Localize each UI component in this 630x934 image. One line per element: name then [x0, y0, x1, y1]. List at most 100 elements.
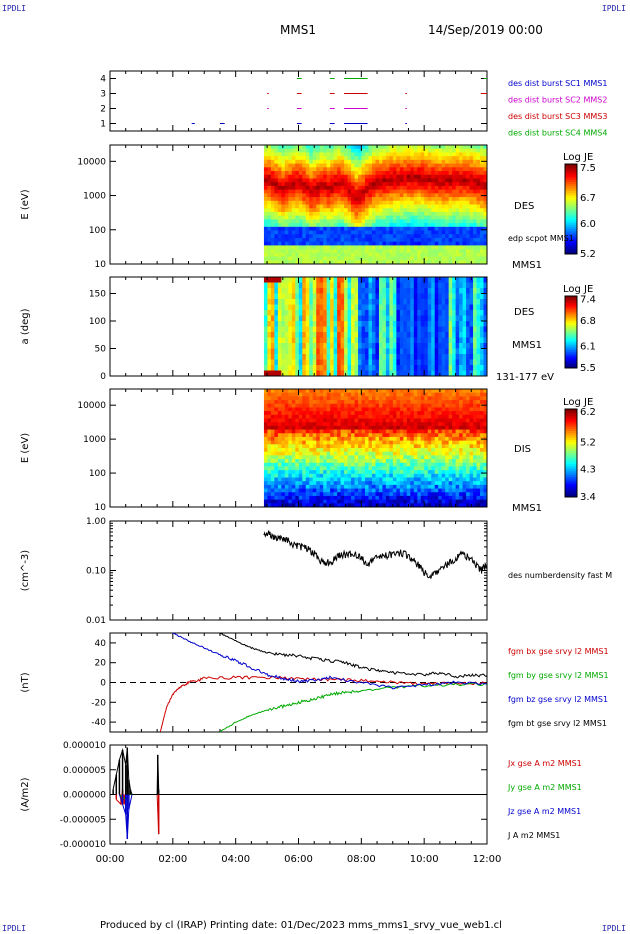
spectrogram-cell — [420, 396, 425, 401]
spectrogram-cell — [427, 193, 432, 198]
spectrogram-cell — [406, 230, 411, 235]
spectrogram-cell — [392, 163, 397, 168]
spectrogram-cell — [319, 337, 324, 344]
spectrogram-cell — [337, 215, 342, 220]
spectrogram-cell — [361, 226, 366, 231]
spectrogram-cell — [396, 495, 401, 501]
spectrogram-cell — [274, 145, 279, 150]
spectrogram-cell — [361, 455, 366, 460]
spectrogram-cell — [371, 256, 376, 261]
spectrogram-cell — [378, 332, 383, 338]
spectrogram-cell — [371, 495, 376, 501]
spectrogram-cell — [438, 354, 443, 360]
spectrogram-cell — [469, 156, 474, 161]
spectrogram-cell — [267, 484, 272, 489]
spectrogram-cell — [392, 407, 397, 412]
spectrogram-cell — [333, 197, 338, 202]
spectrogram-cell — [323, 241, 328, 246]
spectrogram-cell — [291, 492, 296, 497]
spectrogram-cell — [333, 277, 338, 283]
spectrogram-cell — [288, 223, 293, 228]
spectrogram-cell — [333, 226, 338, 231]
spectrogram-cell — [375, 455, 380, 460]
spectrogram-cell — [312, 189, 317, 194]
spectrogram-cell — [389, 299, 394, 305]
spectrogram-cell — [399, 503, 404, 508]
spectrogram-cell — [396, 200, 401, 205]
spectrogram-cell — [365, 219, 369, 224]
spectrogram-cell — [385, 411, 390, 416]
spectrogram-cell — [344, 230, 348, 235]
spectrogram-cell — [378, 407, 383, 412]
spectrogram-cell — [406, 304, 411, 311]
spectrogram-cell — [358, 414, 362, 419]
spectrogram-cell — [281, 400, 286, 405]
spectrogram-cell — [284, 310, 289, 316]
spectrogram-cell — [455, 277, 460, 283]
spectrogram-cell — [382, 260, 387, 265]
spectrogram-cell — [378, 466, 383, 471]
spectrogram-cell — [459, 304, 464, 311]
spectrogram-cell — [445, 304, 450, 311]
spectrogram-cell — [337, 473, 342, 478]
spectrogram-cell — [434, 219, 439, 224]
spectrogram-cell — [337, 365, 342, 371]
spectrogram-cell — [378, 440, 383, 445]
spectrogram-cell — [427, 167, 432, 172]
spectrogram-cell — [309, 429, 314, 434]
spectrogram-cell — [399, 403, 404, 408]
spectrogram-cell — [406, 400, 411, 405]
spectrogram-cell — [403, 365, 408, 371]
spectrogram-cell — [333, 481, 338, 486]
spectrogram-cell — [417, 436, 422, 442]
spectrogram-cell — [473, 200, 477, 205]
spectrogram-cell — [459, 145, 464, 150]
spectrogram-cell — [274, 473, 279, 478]
spectrogram-cell — [274, 414, 279, 419]
spectrogram-cell — [469, 310, 474, 316]
spectrogram-cell — [368, 148, 373, 153]
spectrogram-cell — [361, 182, 366, 187]
spectrogram-cell — [312, 332, 317, 338]
spectrogram-cell — [298, 215, 303, 220]
spectrogram-cell — [361, 163, 366, 168]
spectrogram-cell — [274, 429, 279, 434]
spectrogram-cell — [361, 185, 366, 191]
colorbar-cell — [565, 249, 577, 253]
spectrogram-cell — [438, 256, 443, 261]
spectrogram-cell — [347, 451, 352, 456]
spectrogram-cell — [469, 237, 474, 243]
spectrogram-cell — [291, 503, 296, 508]
spectrogram-cell — [378, 230, 383, 235]
spectrogram-cell — [375, 429, 380, 434]
spectrogram-cell — [281, 433, 286, 438]
spectrogram-cell — [371, 462, 376, 467]
spectrogram-cell — [375, 448, 380, 453]
spectrogram-cell — [375, 193, 380, 198]
spectrogram-cell — [298, 288, 303, 294]
spectrogram-cell — [267, 148, 272, 153]
spectrogram-cell — [305, 174, 310, 179]
spectrogram-cell — [403, 477, 408, 482]
spectrogram-cell — [358, 304, 362, 311]
spectrogram-cell — [417, 237, 422, 243]
spectrogram-cell — [382, 293, 387, 300]
spectrogram-cell — [455, 174, 460, 179]
spectrogram-cell — [389, 495, 394, 501]
spectrogram-cell — [263, 156, 268, 161]
spectrogram-cell — [358, 503, 362, 508]
spectrogram-cell — [371, 354, 376, 360]
spectrogram-cell — [309, 444, 314, 449]
spectrogram-cell — [368, 197, 373, 202]
spectrogram-cell — [291, 321, 296, 327]
spectrogram-cell — [277, 484, 282, 489]
spectrogram-cell — [392, 230, 397, 235]
spectrogram-cell — [361, 359, 366, 366]
spectrogram-cell — [413, 226, 418, 231]
spectrogram-cell — [312, 304, 317, 311]
spectrogram-cell — [406, 455, 411, 460]
spectrogram-cell — [309, 208, 314, 213]
spectrogram-cell — [392, 152, 397, 157]
spectrogram-cell — [351, 230, 355, 235]
spectrogram-cell — [284, 208, 289, 213]
